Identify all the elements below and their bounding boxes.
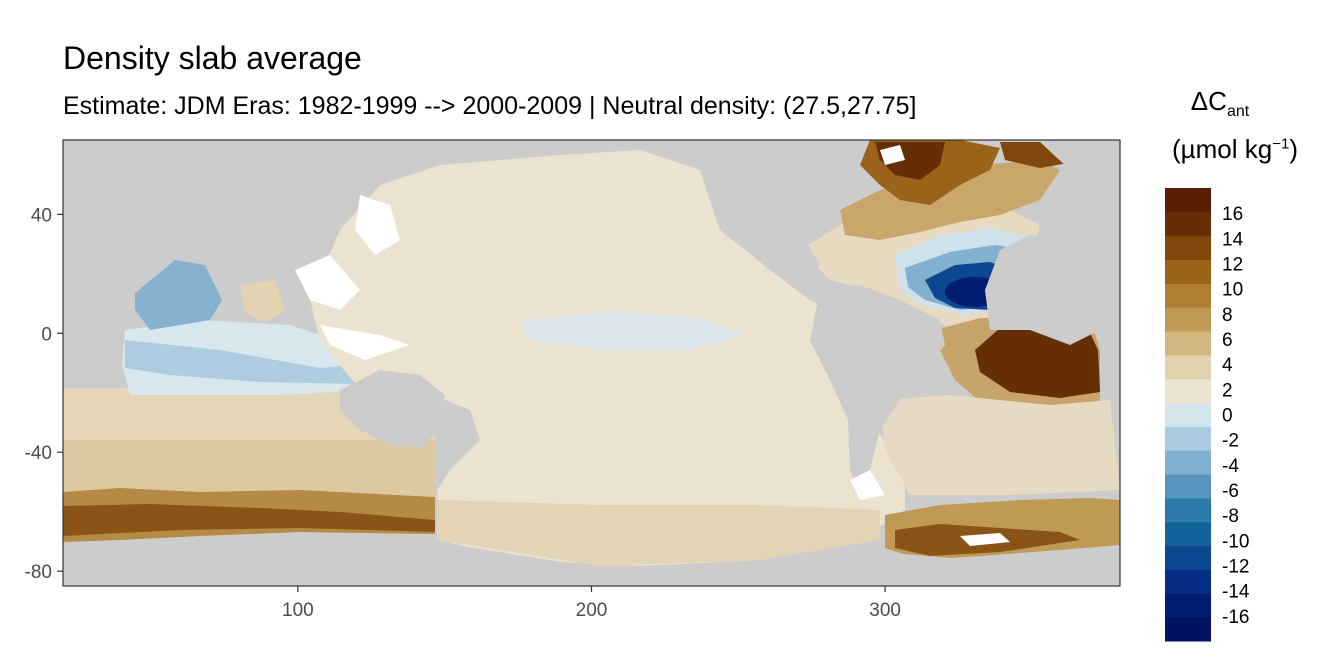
y-tick-label: 40: [31, 205, 52, 226]
colorbar-segment: [1165, 474, 1211, 499]
colorbar-segment: [1165, 307, 1211, 332]
colorbar-segment: [1165, 521, 1211, 547]
no-data-canada: [880, 145, 905, 165]
colorbar-label: 4: [1222, 355, 1233, 376]
colorbar-label: -6: [1222, 481, 1239, 502]
colorbar-label: -12: [1222, 557, 1249, 578]
colorbar-segment: [1165, 617, 1211, 642]
colorbar-segment: [1165, 211, 1211, 237]
no-data-asia-coast: [355, 195, 400, 255]
colorbar-segment: [1165, 378, 1211, 404]
x-tick-label: 200: [576, 600, 608, 621]
colorbar-segment: [1165, 497, 1211, 523]
region-weddell-ice: [960, 533, 1010, 546]
colorbar: -16 -14 -12 -10 -8 -6 -4 -2 0 2 4 6 8 10 12 14 16: [1165, 188, 1250, 642]
colorbar-label: 2: [1222, 380, 1233, 401]
colorbar-label: -8: [1222, 506, 1239, 527]
colorbar-segment: [1165, 259, 1211, 284]
colorbar-segment: [1165, 402, 1211, 427]
region-pacific: [310, 150, 905, 566]
no-data-indonesia: [320, 325, 410, 360]
legend-unit: (µmol kg−1): [1172, 134, 1298, 164]
x-tick-label: 300: [869, 600, 901, 621]
colorbar-segment: [1165, 545, 1211, 570]
no-data-maritime-continent: [295, 255, 360, 310]
region-south-atlantic: [880, 395, 1120, 495]
region-bay-of-bengal: [240, 280, 285, 322]
land-australia: [340, 370, 445, 448]
colorbar-segment: [1165, 593, 1211, 618]
colorbar-label: 12: [1222, 255, 1243, 276]
colorbar-label: 8: [1222, 305, 1233, 326]
region-eastern-equatorial-pacific: [520, 312, 745, 350]
colorbar-label: 6: [1222, 330, 1233, 351]
y-tick-label: -40: [25, 443, 52, 464]
colorbar-label: -16: [1222, 607, 1249, 628]
land-north-america: [700, 170, 820, 280]
colorbar-label: 14: [1222, 229, 1244, 250]
colorbar-segment: [1165, 426, 1211, 451]
colorbar-segment: [1165, 450, 1211, 475]
region-subpolar-north-atlantic: [840, 160, 1060, 240]
region-southern-ocean-indian-core: [63, 504, 435, 536]
y-axis: 40 0 -40 -80: [25, 205, 63, 583]
land-south-america: [810, 285, 945, 495]
colorbar-segment: [1165, 283, 1211, 308]
colorbar-label: -4: [1222, 456, 1239, 477]
y-tick-label: -80: [25, 562, 52, 583]
colorbar-label: -10: [1222, 531, 1249, 552]
colorbar-label: 0: [1222, 406, 1233, 427]
land-greenland: [1040, 142, 1120, 185]
colorbar-segment: [1165, 188, 1211, 213]
region-indian-cool-band: [125, 340, 385, 384]
chart-subtitle: Estimate: JDM Eras: 1982-1999 --> 2000-2…: [63, 92, 917, 120]
colorbar-label: -14: [1222, 582, 1250, 603]
x-axis: 100 200 300: [282, 586, 901, 621]
x-tick-label: 100: [282, 600, 314, 621]
colorbar-segment: [1165, 569, 1211, 594]
colorbar-label: 16: [1222, 204, 1243, 225]
land-africa: [985, 235, 1115, 345]
colorbar-segment: [1165, 235, 1211, 261]
no-data-patagonia: [850, 470, 885, 500]
y-tick-label: 0: [41, 324, 52, 345]
chart-title: Density slab average: [63, 40, 362, 76]
land-antarctica: [63, 538, 1120, 586]
region-arabian-sea: [135, 260, 222, 330]
colorbar-segment: [1165, 331, 1211, 356]
legend-title: ΔCant: [1190, 86, 1250, 121]
colorbar-segment: [1165, 354, 1211, 380]
colorbar-label: -2: [1222, 431, 1239, 452]
region-southern-pacific-band: [437, 500, 880, 566]
colorbar-label: 10: [1222, 280, 1243, 301]
